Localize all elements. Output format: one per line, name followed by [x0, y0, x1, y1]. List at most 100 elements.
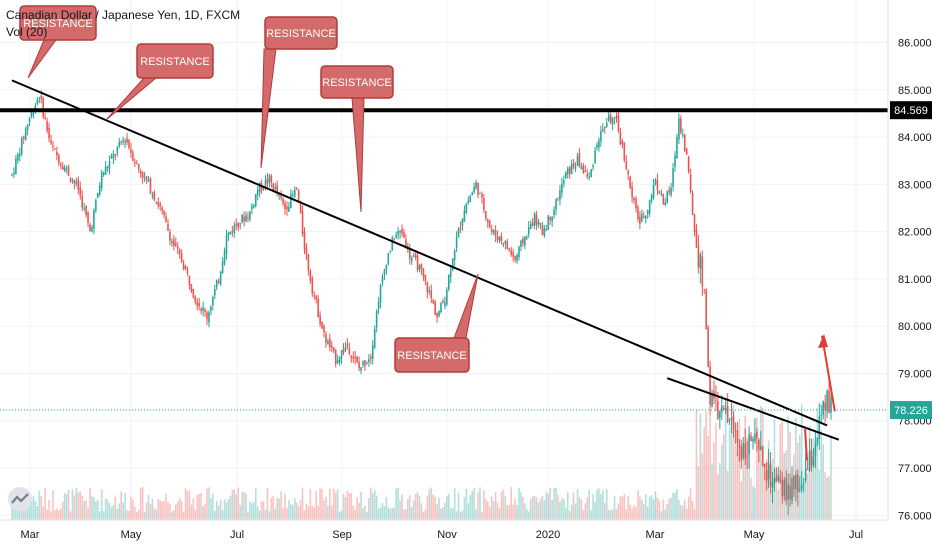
candle-body — [416, 255, 419, 270]
candle-body — [826, 390, 828, 412]
candle-body — [611, 118, 614, 125]
candle-body — [100, 172, 103, 188]
candle-body — [118, 141, 121, 147]
candle-body — [134, 161, 136, 164]
candle-body — [63, 167, 66, 172]
candle-body — [214, 288, 216, 296]
candle-body — [379, 285, 382, 303]
candle-body — [685, 148, 688, 155]
volume-bar — [754, 488, 756, 520]
volume-bar — [605, 488, 608, 520]
candle-body — [13, 172, 15, 175]
volume-bar — [85, 500, 87, 520]
volume-bar — [46, 509, 48, 520]
volume-bar — [635, 507, 637, 520]
candle-body — [395, 234, 397, 238]
candle-body — [116, 147, 119, 154]
volume-bar — [48, 500, 50, 520]
candle-body — [590, 169, 592, 177]
candle-body — [278, 193, 280, 196]
candle-body — [457, 228, 460, 238]
volume-bar — [356, 497, 358, 520]
candle-body — [797, 474, 799, 493]
candle-body — [795, 475, 797, 490]
candle-body — [272, 183, 275, 191]
candle-body — [691, 192, 694, 216]
volume-bar — [646, 506, 649, 520]
candle-body — [89, 224, 91, 232]
candle-body — [566, 168, 569, 175]
candle-body — [46, 121, 48, 131]
candle-body — [67, 166, 70, 176]
volume-bar — [769, 484, 772, 520]
candle-body — [438, 311, 440, 316]
candle-body — [800, 485, 803, 489]
callout-label: RESISTANCE — [397, 350, 466, 362]
volume-bar — [385, 497, 388, 520]
volume-bar — [687, 496, 690, 520]
candle-body — [676, 136, 678, 159]
candle-body — [301, 211, 304, 234]
volume-bar — [149, 503, 152, 520]
candle-body — [490, 228, 493, 232]
volume-bar — [36, 506, 39, 520]
volume-bar — [555, 487, 557, 520]
time-axis-tick: Jul — [230, 529, 244, 541]
candle-body — [91, 227, 93, 232]
volume-bar — [506, 505, 509, 520]
candle-body — [752, 438, 754, 442]
volume-bar — [795, 417, 797, 520]
volume-bar — [830, 437, 832, 520]
volume-indicator-label: Vol (20) — [6, 25, 48, 39]
candle-body — [52, 145, 54, 148]
volume-bar — [270, 497, 273, 520]
volume-bar — [481, 511, 483, 520]
candle-body — [592, 165, 594, 168]
volume-bar — [124, 493, 126, 520]
price-label-text: 78.226 — [894, 405, 928, 417]
candle-body — [563, 180, 565, 184]
candle-body — [635, 198, 637, 209]
volume-bar — [777, 489, 780, 520]
volume-bar — [793, 454, 795, 520]
current-price-label: 78.226 — [890, 401, 932, 420]
volume-bar — [775, 468, 778, 520]
volume-bar — [175, 504, 177, 520]
volume-bar — [256, 506, 259, 520]
candle-body — [463, 210, 466, 222]
volume-bar — [477, 492, 479, 520]
candle-body — [662, 193, 665, 204]
candle-body — [295, 188, 298, 190]
candle-body — [20, 137, 23, 154]
volume-bar — [689, 488, 692, 520]
volume-bar — [609, 510, 612, 520]
candle-body — [682, 134, 684, 136]
volume-bar — [143, 511, 146, 520]
volume-bar — [108, 502, 111, 520]
volume-bar — [465, 488, 468, 520]
candle-body — [828, 390, 830, 413]
candle-body — [194, 296, 197, 302]
volume-bar — [91, 495, 93, 520]
volume-bar — [432, 494, 434, 520]
volume-bar — [136, 511, 138, 520]
candle-body — [54, 148, 56, 150]
volume-bar — [802, 484, 805, 520]
candle-body — [219, 271, 222, 285]
candle-body — [97, 193, 99, 198]
volume-bar — [549, 487, 551, 520]
candle-body — [565, 172, 567, 179]
candle-body — [122, 139, 124, 142]
candle-body — [161, 207, 163, 211]
volume-bar — [584, 503, 587, 520]
candle-body — [824, 402, 826, 411]
volume-bar — [674, 492, 676, 520]
volume-bar — [522, 497, 524, 520]
volume-bar — [377, 508, 380, 520]
volume-bar — [354, 509, 356, 520]
candle-body — [535, 215, 538, 225]
candle-body — [184, 266, 187, 269]
callout-box — [264, 16, 338, 50]
